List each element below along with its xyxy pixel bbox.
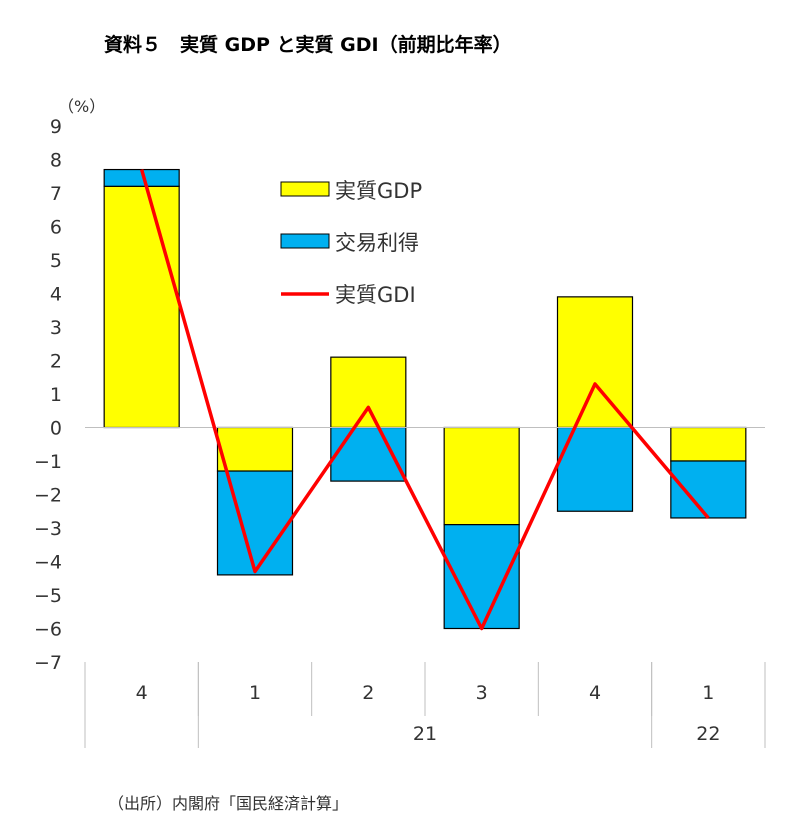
bar-交易利得 (103, 168, 180, 187)
bar-実質GDP (216, 426, 294, 472)
legend-swatch-実質GDP (280, 181, 330, 197)
y-tick-label: 9 (50, 116, 62, 138)
y-tick-label: −2 (34, 485, 62, 507)
legend-label: 交易利得 (335, 231, 419, 255)
source-note: （出所）内閣府「国民経済計算」 (108, 794, 349, 813)
bar-実質GDP (443, 426, 520, 526)
bar-交易利得 (556, 426, 634, 512)
y-tick-label: 8 (50, 150, 62, 172)
bar-実質GDP (670, 426, 747, 462)
x-group-label: 21 (413, 723, 437, 745)
x-tick-label: 1 (249, 682, 261, 704)
x-tick-label: 2 (362, 682, 374, 704)
x-tick-label: 1 (702, 682, 714, 704)
y-tick-label: −6 (34, 619, 62, 641)
line-実質GDI (139, 169, 710, 631)
x-tick-label: 4 (136, 682, 148, 704)
y-tick-label: 1 (50, 384, 62, 406)
y-tick-label: −5 (34, 585, 62, 607)
bar-実質GDP (556, 296, 634, 429)
legend-label: 実質GDP (335, 179, 422, 203)
y-tick-label: −4 (34, 552, 62, 574)
bar-交易利得 (216, 470, 294, 576)
y-tick-label: 4 (50, 284, 62, 306)
y-tick-label: 2 (50, 351, 62, 373)
y-tick-label: 7 (50, 183, 62, 205)
legend-swatch-交易利得 (280, 233, 330, 249)
y-tick-label: 6 (50, 217, 62, 239)
y-tick-label: −3 (34, 518, 62, 540)
x-group-label: 22 (696, 723, 720, 745)
y-tick-label: −7 (34, 652, 62, 674)
x-tick-label: 4 (589, 682, 601, 704)
bar-実質GDP (103, 185, 180, 429)
y-axis-unit: （%） (58, 97, 106, 116)
chart-title: 資料５ 実質 GDP と実質 GDI（前期比年率） (104, 34, 512, 56)
y-tick-label: 5 (50, 250, 62, 272)
bar-実質GDP (330, 356, 407, 429)
x-tick-label: 3 (476, 682, 488, 704)
y-tick-label: −1 (34, 451, 62, 473)
y-tick-label: 0 (50, 418, 62, 440)
bar-交易利得 (330, 426, 407, 482)
y-tick-label: 3 (50, 317, 62, 339)
legend-label: 実質GDI (335, 283, 416, 307)
